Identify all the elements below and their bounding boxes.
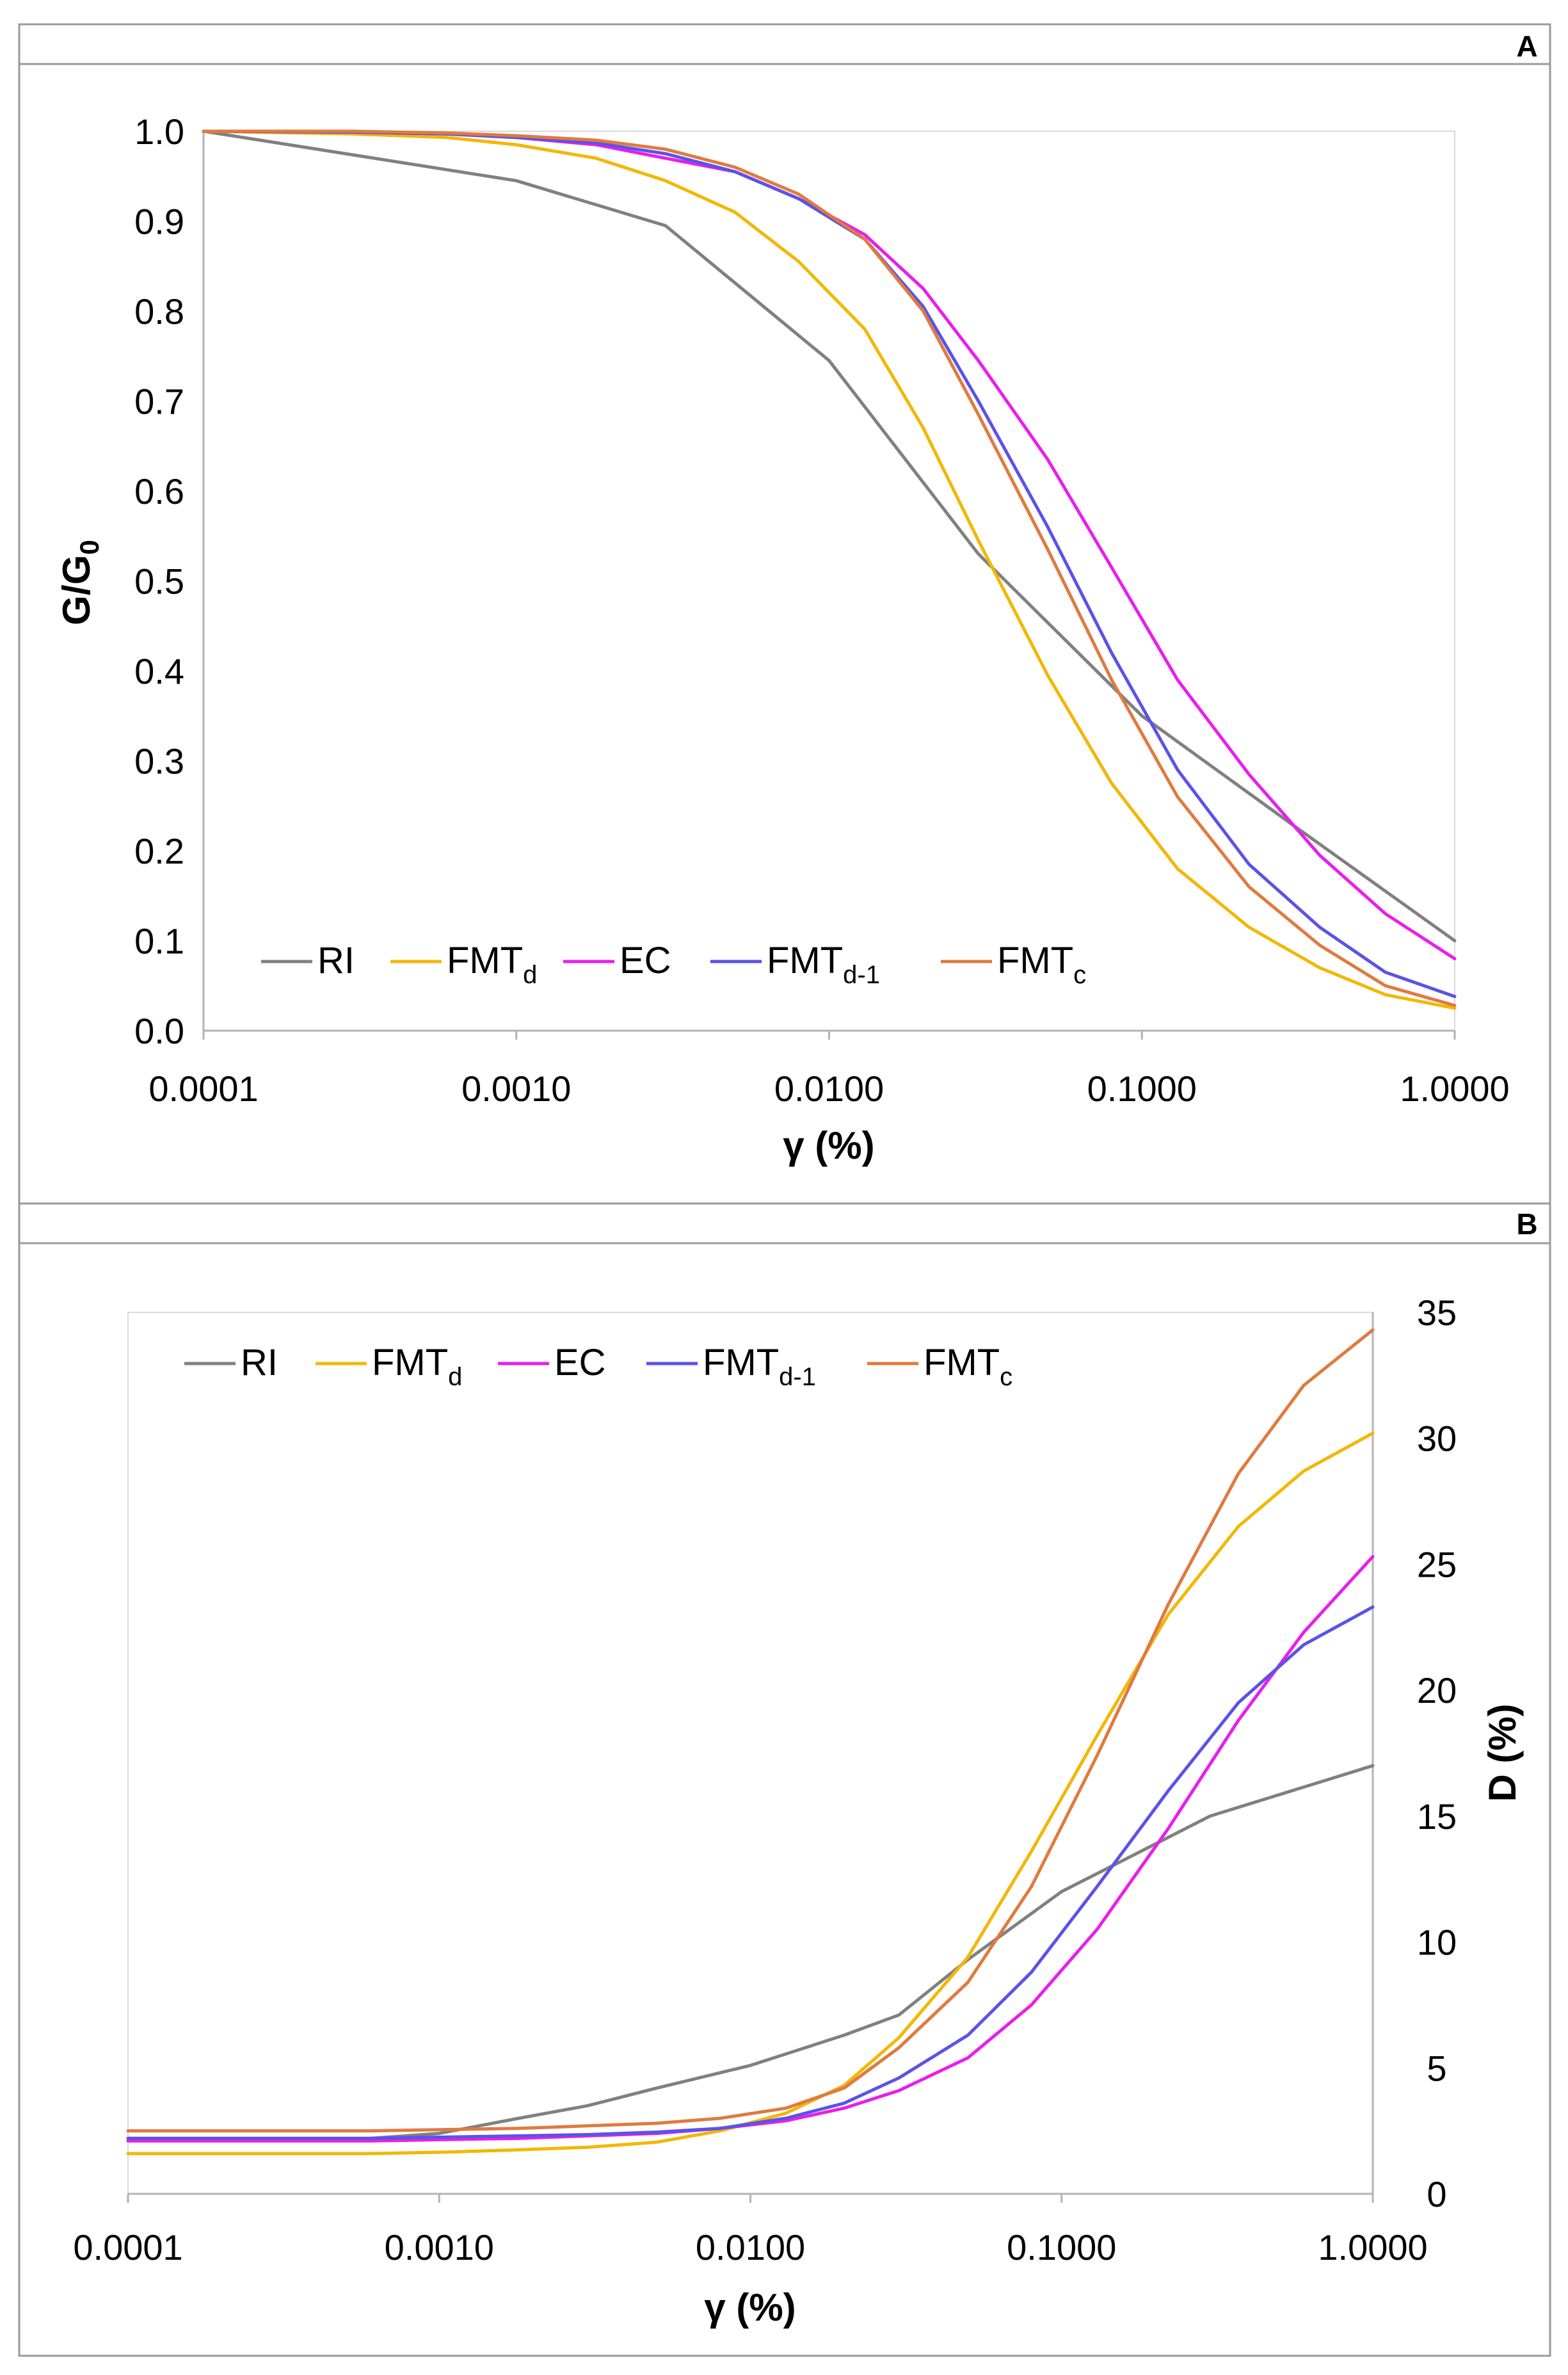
panel-b-y-tick-label-2: 10 — [1417, 1922, 1457, 1963]
panel-a-series-line-fmtc — [202, 129, 1457, 1008]
panel-b-series-line-fmtd — [126, 1431, 1375, 2155]
panel-a-series-line-fmtd-1 — [202, 129, 1457, 999]
panel-b-x-tick-label-0: 0.0001 — [73, 2227, 182, 2267]
panel-b-y-tick-label-0: 0 — [1427, 2174, 1446, 2214]
panel-b-legend-label-fmtd-1: FMTd-1 — [703, 1342, 816, 1391]
panel-b-y-tick-label-6: 30 — [1417, 1419, 1457, 1459]
panel-a-legend: RI FMTd EC FMTd-1 FMTc — [261, 940, 1086, 989]
panel-b-legend-label-ec: EC — [554, 1342, 606, 1383]
panel-a-y-tick-label-3: 0.3 — [134, 741, 184, 782]
panel-a-x-tick-label-4: 1.0000 — [1400, 1068, 1509, 1109]
panel-a: A 0.0001 0.0010 0.0100 0.1000 1.00000.00.10.… — [19, 29, 1550, 1167]
panel-a-series-line-ec — [202, 129, 1457, 961]
panel-b-x-tick-label-4: 1.0000 — [1318, 2227, 1427, 2267]
panel-b-y-tick-label-1: 5 — [1427, 2048, 1446, 2088]
panel-b-legend: RI FMTd EC FMTd-1 FMTc — [184, 1342, 1012, 1391]
panel-a-legend-label-ri: RI — [317, 940, 355, 981]
panel-a-series-line-fmtd — [202, 129, 1457, 1010]
panel-b-y-axis-title: D (%) — [1481, 1703, 1524, 1801]
panel-a-y-tick-label-8: 0.8 — [134, 291, 184, 332]
panel-a-y-axis-title: G/G0 — [55, 540, 104, 625]
panel-a-x-tick-label-0: 0.0001 — [148, 1068, 258, 1109]
panel-a-legend-label-fmtd: FMTd — [447, 940, 537, 989]
panel-a-x-tick-label-1: 0.0010 — [461, 1068, 571, 1109]
panel-a-y-tick-label-7: 0.7 — [134, 382, 184, 422]
panel-a-y-tick-label-1: 0.1 — [134, 921, 184, 962]
panel-a-y-tick-label-10: 1.0 — [134, 111, 184, 152]
panel-a-y-axis-title-sub: 0 — [74, 540, 104, 554]
panel-b-y-tick-label-4: 20 — [1417, 1670, 1457, 1711]
panel-a-y-tick-label-4: 0.4 — [134, 651, 184, 691]
panel-a-y-tick-label-5: 0.5 — [134, 561, 184, 602]
panel-a-x-tick-label-2: 0.0100 — [774, 1068, 884, 1109]
panel-a-ticks: 0.0001 0.0010 0.0100 0.1000 1.0000 0.0 0.1 0.2 0… — [134, 111, 1510, 1109]
panel-b-y-tick-label-5: 25 — [1417, 1544, 1457, 1584]
panel-a-x-tick-label-3: 0.1000 — [1087, 1068, 1197, 1109]
panel-a-plot-area — [203, 131, 1455, 1031]
panel-a-series — [202, 129, 1457, 1010]
panel-a-y-tick-label-9: 0.9 — [134, 202, 184, 242]
panel-b-legend-label-fmtc: FMTc — [924, 1342, 1012, 1391]
panel-b-legend-label-ri: RI — [241, 1342, 278, 1383]
panel-b-legend-label-fmtd: FMTd — [372, 1342, 462, 1391]
panel-a-y-axis-title-base: G/G — [55, 555, 98, 625]
panel-b-series — [126, 1328, 1375, 2155]
panel-b-series-line-ri — [126, 1764, 1375, 2140]
panel-b-y-tick-label-7: 35 — [1417, 1292, 1457, 1333]
panel-a-y-tick-label-6: 0.6 — [134, 471, 184, 511]
panel-a-legend-label-fmtc: FMTc — [997, 940, 1086, 989]
panel-b-x-tick-label-3: 0.1000 — [1007, 2227, 1116, 2267]
panel-b-letter: B — [1516, 1207, 1537, 1241]
panel-a-legend-label-ec: EC — [620, 940, 671, 981]
panel-a-y-tick-label-0: 0.0 — [134, 1011, 184, 1051]
panel-a-y-tick-label-2: 0.2 — [134, 831, 184, 871]
figure-frame — [18, 23, 1551, 2357]
panel-a-legend-label-fmtd-1: FMTd-1 — [767, 940, 880, 989]
panel-b-x-axis-title: γ (%) — [704, 2286, 796, 2329]
panel-b-x-tick-label-2: 0.0100 — [696, 2227, 805, 2267]
panel-b-series-line-ec — [126, 1555, 1375, 2143]
panel-b-series-line-fmtc — [126, 1328, 1375, 2133]
panel-a-series-line-ri — [202, 129, 1457, 942]
panel-b-plot-area — [127, 1312, 1373, 2194]
panel-b-x-tick-label-1: 0.0010 — [385, 2227, 494, 2267]
panel-b-series-line-fmtd-1 — [126, 1605, 1375, 2140]
panel-a-letter: A — [1516, 29, 1537, 63]
panel-a-x-axis-title: γ (%) — [783, 1124, 874, 1167]
panel-b-y-tick-label-3: 15 — [1417, 1796, 1457, 1837]
